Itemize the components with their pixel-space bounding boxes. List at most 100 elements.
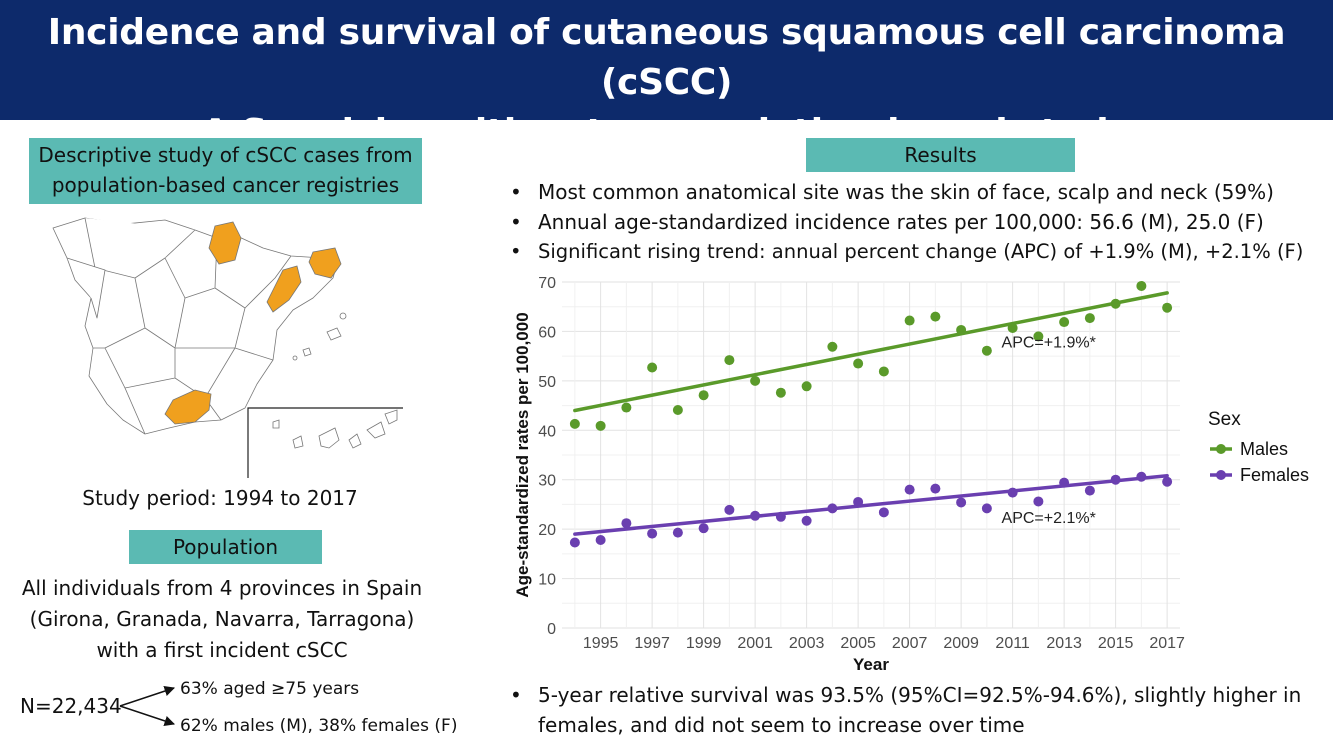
males-point-2017 [1162,302,1173,313]
y-axis-title: Age-standardized rates per 100,000 [513,312,532,597]
males-point-2001 [750,375,761,386]
canary-island-3 [318,427,340,449]
x-tick-label: 2003 [789,635,825,652]
population-description: All individuals from 4 provinces in Spai… [12,573,432,666]
females-point-2000 [724,504,735,515]
sample-size: N=22,434 [20,694,122,718]
females-point-1998 [672,527,683,538]
canary-inset-frame [247,407,403,478]
bullet-survival: 5-year relative survival was 93.5% (95%C… [506,680,1301,740]
y-tick-label: 10 [538,572,556,589]
males-point-2005 [853,358,864,369]
population-line-1: All individuals from 4 provinces in Spai… [21,576,423,600]
canary-island-5 [366,421,386,439]
y-tick-label: 30 [538,473,556,490]
females-point-2014 [1084,485,1095,496]
x-axis-title: Year [853,655,889,674]
balearic-island-2 [302,347,312,357]
granada-province [164,389,212,425]
x-tick-label: 2001 [737,635,773,652]
title-banner: Incidence and survival of cutaneous squa… [0,0,1333,153]
females-point-2016 [1136,471,1147,482]
spain-provinces-map [52,217,403,478]
title-line-1: Incidence and survival of cutaneous squa… [47,12,1286,103]
split-sex: 62% males (M), 38% females (F) [180,716,458,736]
survival-line-1: 5-year relative survival was 93.5% (95%C… [538,683,1302,707]
results-label-box: Results [806,138,1075,172]
females-point-1994 [569,537,580,548]
females-apc-annotation: APC=+2.1%* [1002,510,1096,527]
males-point-2006 [878,366,889,377]
legend-title: Sex [1208,409,1241,430]
females-point-2009 [956,497,967,508]
balearic-island-3 [339,312,347,320]
females-point-2004 [827,503,838,514]
y-tick-label: 70 [538,275,556,292]
males-point-1997 [647,362,658,373]
males-point-2007 [904,315,915,326]
tarragona-province [266,265,302,313]
females-point-2010 [981,503,992,514]
males-point-2014 [1084,313,1095,324]
canary-island-4 [348,433,362,449]
males-point-2015 [1110,298,1121,309]
females-point-1995 [595,535,606,546]
males-point-2010 [981,345,992,356]
females-point-2002 [775,511,786,522]
females-point-2007 [904,484,915,495]
descriptive-line-2: population-based cancer registries [51,173,400,197]
survival-line-2: females, and did not seem to increase ov… [538,713,1025,737]
x-tick-label: 2005 [840,635,876,652]
females-point-1999 [698,523,709,534]
males-point-2012 [1033,331,1044,342]
males-point-1994 [569,418,580,429]
legend-males-swatch-point [1216,444,1226,454]
chart-trend-lines [573,291,1169,536]
x-tick-label: 2015 [1098,635,1134,652]
males-point-2011 [1007,322,1018,333]
females-point-2005 [853,496,864,507]
split-aged: 63% aged ≥75 years [180,679,360,699]
x-tick-label: 2007 [892,635,928,652]
navarra-province [208,221,242,265]
males-apc-annotation: APC=+1.9%* [1002,334,1096,351]
canary-island-2 [292,435,304,449]
chart-points [569,280,1173,548]
bullet-trend: Significant rising trend: annual percent… [506,237,1303,267]
females-point-2013 [1059,477,1070,488]
males-point-2016 [1136,280,1147,291]
population-line-3: with a first incident cSCC [96,638,348,662]
males-point-2000 [724,355,735,366]
descriptive-line-1: Descriptive study of cSCC cases from [38,143,413,167]
girona-province [308,247,342,279]
study-period: Study period: 1994 to 2017 [82,486,358,510]
canary-island-1 [272,419,280,429]
legend-females-label: Females [1240,465,1309,485]
population-label-box: Population [129,530,322,564]
bullet-anatomical-site: Most common anatomical site was the skin… [506,177,1303,207]
males-point-2004 [827,341,838,352]
x-tick-label: 2017 [1149,635,1185,652]
x-tick-label: 2011 [995,635,1030,652]
y-tick-label: 20 [538,522,556,539]
y-tick-label: 60 [538,324,556,341]
females-point-2015 [1110,474,1121,485]
highlighted-provinces [164,221,342,425]
population-line-2: (Girona, Granada, Navarra, Tarragona) [29,607,415,631]
y-tick-label: 50 [538,374,556,391]
females-point-2017 [1162,476,1173,487]
chart-axes: 0 10 20 30 40 50 60 70 1995 1997 1999 2001 2003 2005 2… [513,275,1185,674]
females-point-2011 [1007,487,1018,498]
chart-legend: Sex Males Females [1208,409,1309,485]
legend-males-label: Males [1240,439,1288,459]
x-tick-label: 1997 [634,635,670,652]
x-tick-label: 2009 [943,635,979,652]
males-point-2013 [1059,317,1070,328]
incidence-trend-chart: 0 10 20 30 40 50 60 70 1995 1997 1999 2001 2003 2005 2… [513,275,1309,674]
x-tick-label: 1995 [583,635,619,652]
x-tick-label: 2013 [1046,635,1082,652]
males-point-2009 [956,324,967,335]
males-point-2008 [930,311,941,322]
males-point-2003 [801,381,812,392]
results-bullets: Most common anatomical site was the skin… [506,177,1303,267]
